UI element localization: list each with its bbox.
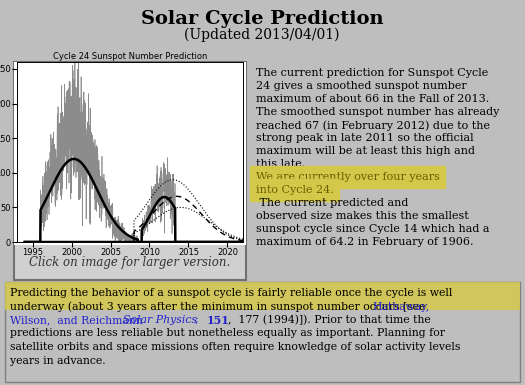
Text: satellite orbits and space missions often require knowledge of solar activity le: satellite orbits and space missions ofte… bbox=[10, 342, 460, 352]
Text: Predicting the behavior of a sunspot cycle is fairly reliable once the cycle is : Predicting the behavior of a sunspot cyc… bbox=[10, 288, 453, 298]
Text: The current prediction for Sunspot Cycle: The current prediction for Sunspot Cycle bbox=[256, 68, 488, 78]
Text: this late.: this late. bbox=[256, 159, 309, 169]
Text: We are currently over four years: We are currently over four years bbox=[256, 172, 440, 182]
Title: Cycle 24 Sunspot Number Prediction: Cycle 24 Sunspot Number Prediction bbox=[53, 52, 207, 61]
Bar bbox=[5, 282, 520, 310]
Bar bbox=[14, 62, 246, 245]
Text: ;: ; bbox=[195, 315, 206, 325]
Text: The smoothed sunspot number has already: The smoothed sunspot number has already bbox=[256, 107, 499, 117]
Text: 151: 151 bbox=[207, 315, 230, 326]
Text: ,  177 (1994)]). Prior to that time the: , 177 (1994)]). Prior to that time the bbox=[228, 315, 430, 325]
Text: years in advance.: years in advance. bbox=[10, 355, 106, 365]
Text: reached 67 (in February 2012) due to the: reached 67 (in February 2012) due to the bbox=[256, 120, 490, 131]
Text: Solar Cycle Prediction: Solar Cycle Prediction bbox=[141, 10, 383, 28]
Text: Solar Physics: Solar Physics bbox=[123, 315, 197, 325]
Text: (Updated 2013/04/01): (Updated 2013/04/01) bbox=[184, 28, 340, 42]
Text: maximum of 64.2 in February of 1906.: maximum of 64.2 in February of 1906. bbox=[256, 237, 474, 247]
Text: The current predicted and: The current predicted and bbox=[256, 198, 408, 208]
Text: Hathaway,: Hathaway, bbox=[372, 301, 429, 311]
Text: maximum will be at least this high and: maximum will be at least this high and bbox=[256, 146, 475, 156]
Bar bbox=[5, 282, 520, 382]
Text: Click on image for larger version.: Click on image for larger version. bbox=[29, 256, 230, 269]
Text: strong peak in late 2011 so the official: strong peak in late 2011 so the official bbox=[256, 133, 474, 143]
Bar bbox=[14, 62, 246, 280]
Text: Wilson,  and Reichmann: Wilson, and Reichmann bbox=[10, 315, 146, 325]
Text: observed size makes this the smallest: observed size makes this the smallest bbox=[256, 211, 469, 221]
Text: predictions are less reliable but nonetheless equally as important. Planning for: predictions are less reliable but noneth… bbox=[10, 328, 445, 338]
Text: underway (about 3 years after the minimum in sunspot number occurs [see: underway (about 3 years after the minimu… bbox=[10, 301, 429, 312]
Text: sunspot cycle since Cycle 14 which had a: sunspot cycle since Cycle 14 which had a bbox=[256, 224, 489, 234]
Text: maximum of about 66 in the Fall of 2013.: maximum of about 66 in the Fall of 2013. bbox=[256, 94, 489, 104]
Text: 24 gives a smoothed sunspot number: 24 gives a smoothed sunspot number bbox=[256, 81, 467, 91]
Text: into Cycle 24.: into Cycle 24. bbox=[256, 185, 334, 195]
